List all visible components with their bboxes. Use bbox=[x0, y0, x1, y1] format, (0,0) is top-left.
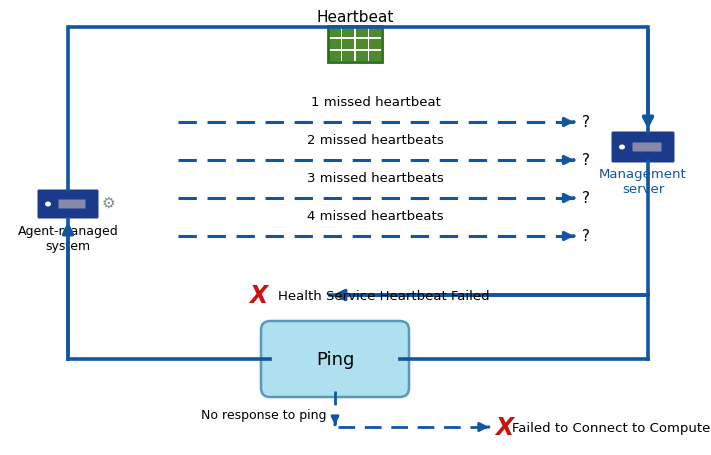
Ellipse shape bbox=[45, 202, 51, 207]
Bar bbox=[356, 28, 368, 38]
Bar bbox=[369, 28, 381, 38]
Text: 4 missed heartbeats: 4 missed heartbeats bbox=[307, 210, 444, 222]
Bar bbox=[369, 40, 381, 50]
Text: Management
server: Management server bbox=[599, 167, 687, 196]
Text: Failed to Connect to Computer: Failed to Connect to Computer bbox=[512, 422, 711, 435]
Bar bbox=[328, 52, 341, 62]
Bar bbox=[342, 52, 354, 62]
Text: No response to ping: No response to ping bbox=[201, 408, 327, 421]
Bar bbox=[356, 52, 368, 62]
Text: Ping: Ping bbox=[316, 350, 354, 368]
Bar bbox=[342, 40, 354, 50]
Text: ?: ? bbox=[582, 191, 590, 206]
Text: 3 missed heartbeats: 3 missed heartbeats bbox=[307, 172, 444, 185]
Text: 2 missed heartbeats: 2 missed heartbeats bbox=[307, 134, 444, 147]
FancyBboxPatch shape bbox=[38, 190, 99, 219]
Bar bbox=[328, 40, 341, 50]
Text: ⚙: ⚙ bbox=[102, 195, 116, 210]
FancyBboxPatch shape bbox=[633, 143, 661, 152]
Ellipse shape bbox=[619, 145, 625, 150]
Bar bbox=[356, 40, 368, 50]
Bar bbox=[342, 28, 354, 38]
Text: 1 missed heartbeat: 1 missed heartbeat bbox=[311, 96, 440, 109]
Text: ?: ? bbox=[582, 115, 590, 130]
Text: ?: ? bbox=[582, 229, 590, 244]
FancyBboxPatch shape bbox=[58, 200, 85, 209]
FancyBboxPatch shape bbox=[261, 321, 409, 397]
Text: X: X bbox=[495, 415, 513, 439]
Text: Heartbeat: Heartbeat bbox=[316, 10, 394, 25]
Text: ?: ? bbox=[582, 153, 590, 168]
Text: Health Service Heartbeat Failed: Health Service Heartbeat Failed bbox=[278, 290, 490, 303]
Bar bbox=[369, 52, 381, 62]
Bar bbox=[328, 27, 382, 63]
Text: X: X bbox=[249, 283, 267, 307]
Bar bbox=[328, 28, 341, 38]
Text: Agent-managed
system: Agent-managed system bbox=[18, 224, 118, 253]
FancyBboxPatch shape bbox=[611, 132, 675, 163]
